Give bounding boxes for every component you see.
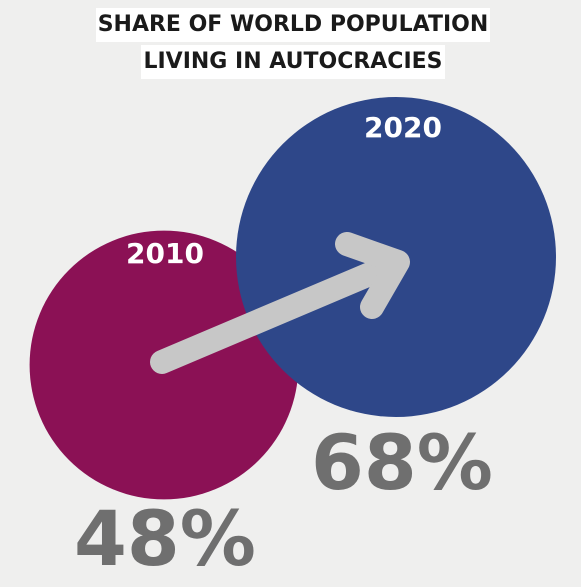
chart-title-line-2: LIVING IN AUTOCRACIES	[141, 45, 445, 79]
year-label-2010: 2010	[126, 237, 204, 270]
trend-arrow-shaft	[150, 256, 396, 374]
chart-title-line-1: SHARE OF WORLD POPULATION	[96, 8, 490, 42]
value-label-2010: 48%	[74, 494, 256, 583]
trend-arrow-head	[335, 232, 410, 319]
year-label-2020: 2020	[364, 111, 442, 144]
value-label-2020: 68%	[311, 418, 493, 507]
